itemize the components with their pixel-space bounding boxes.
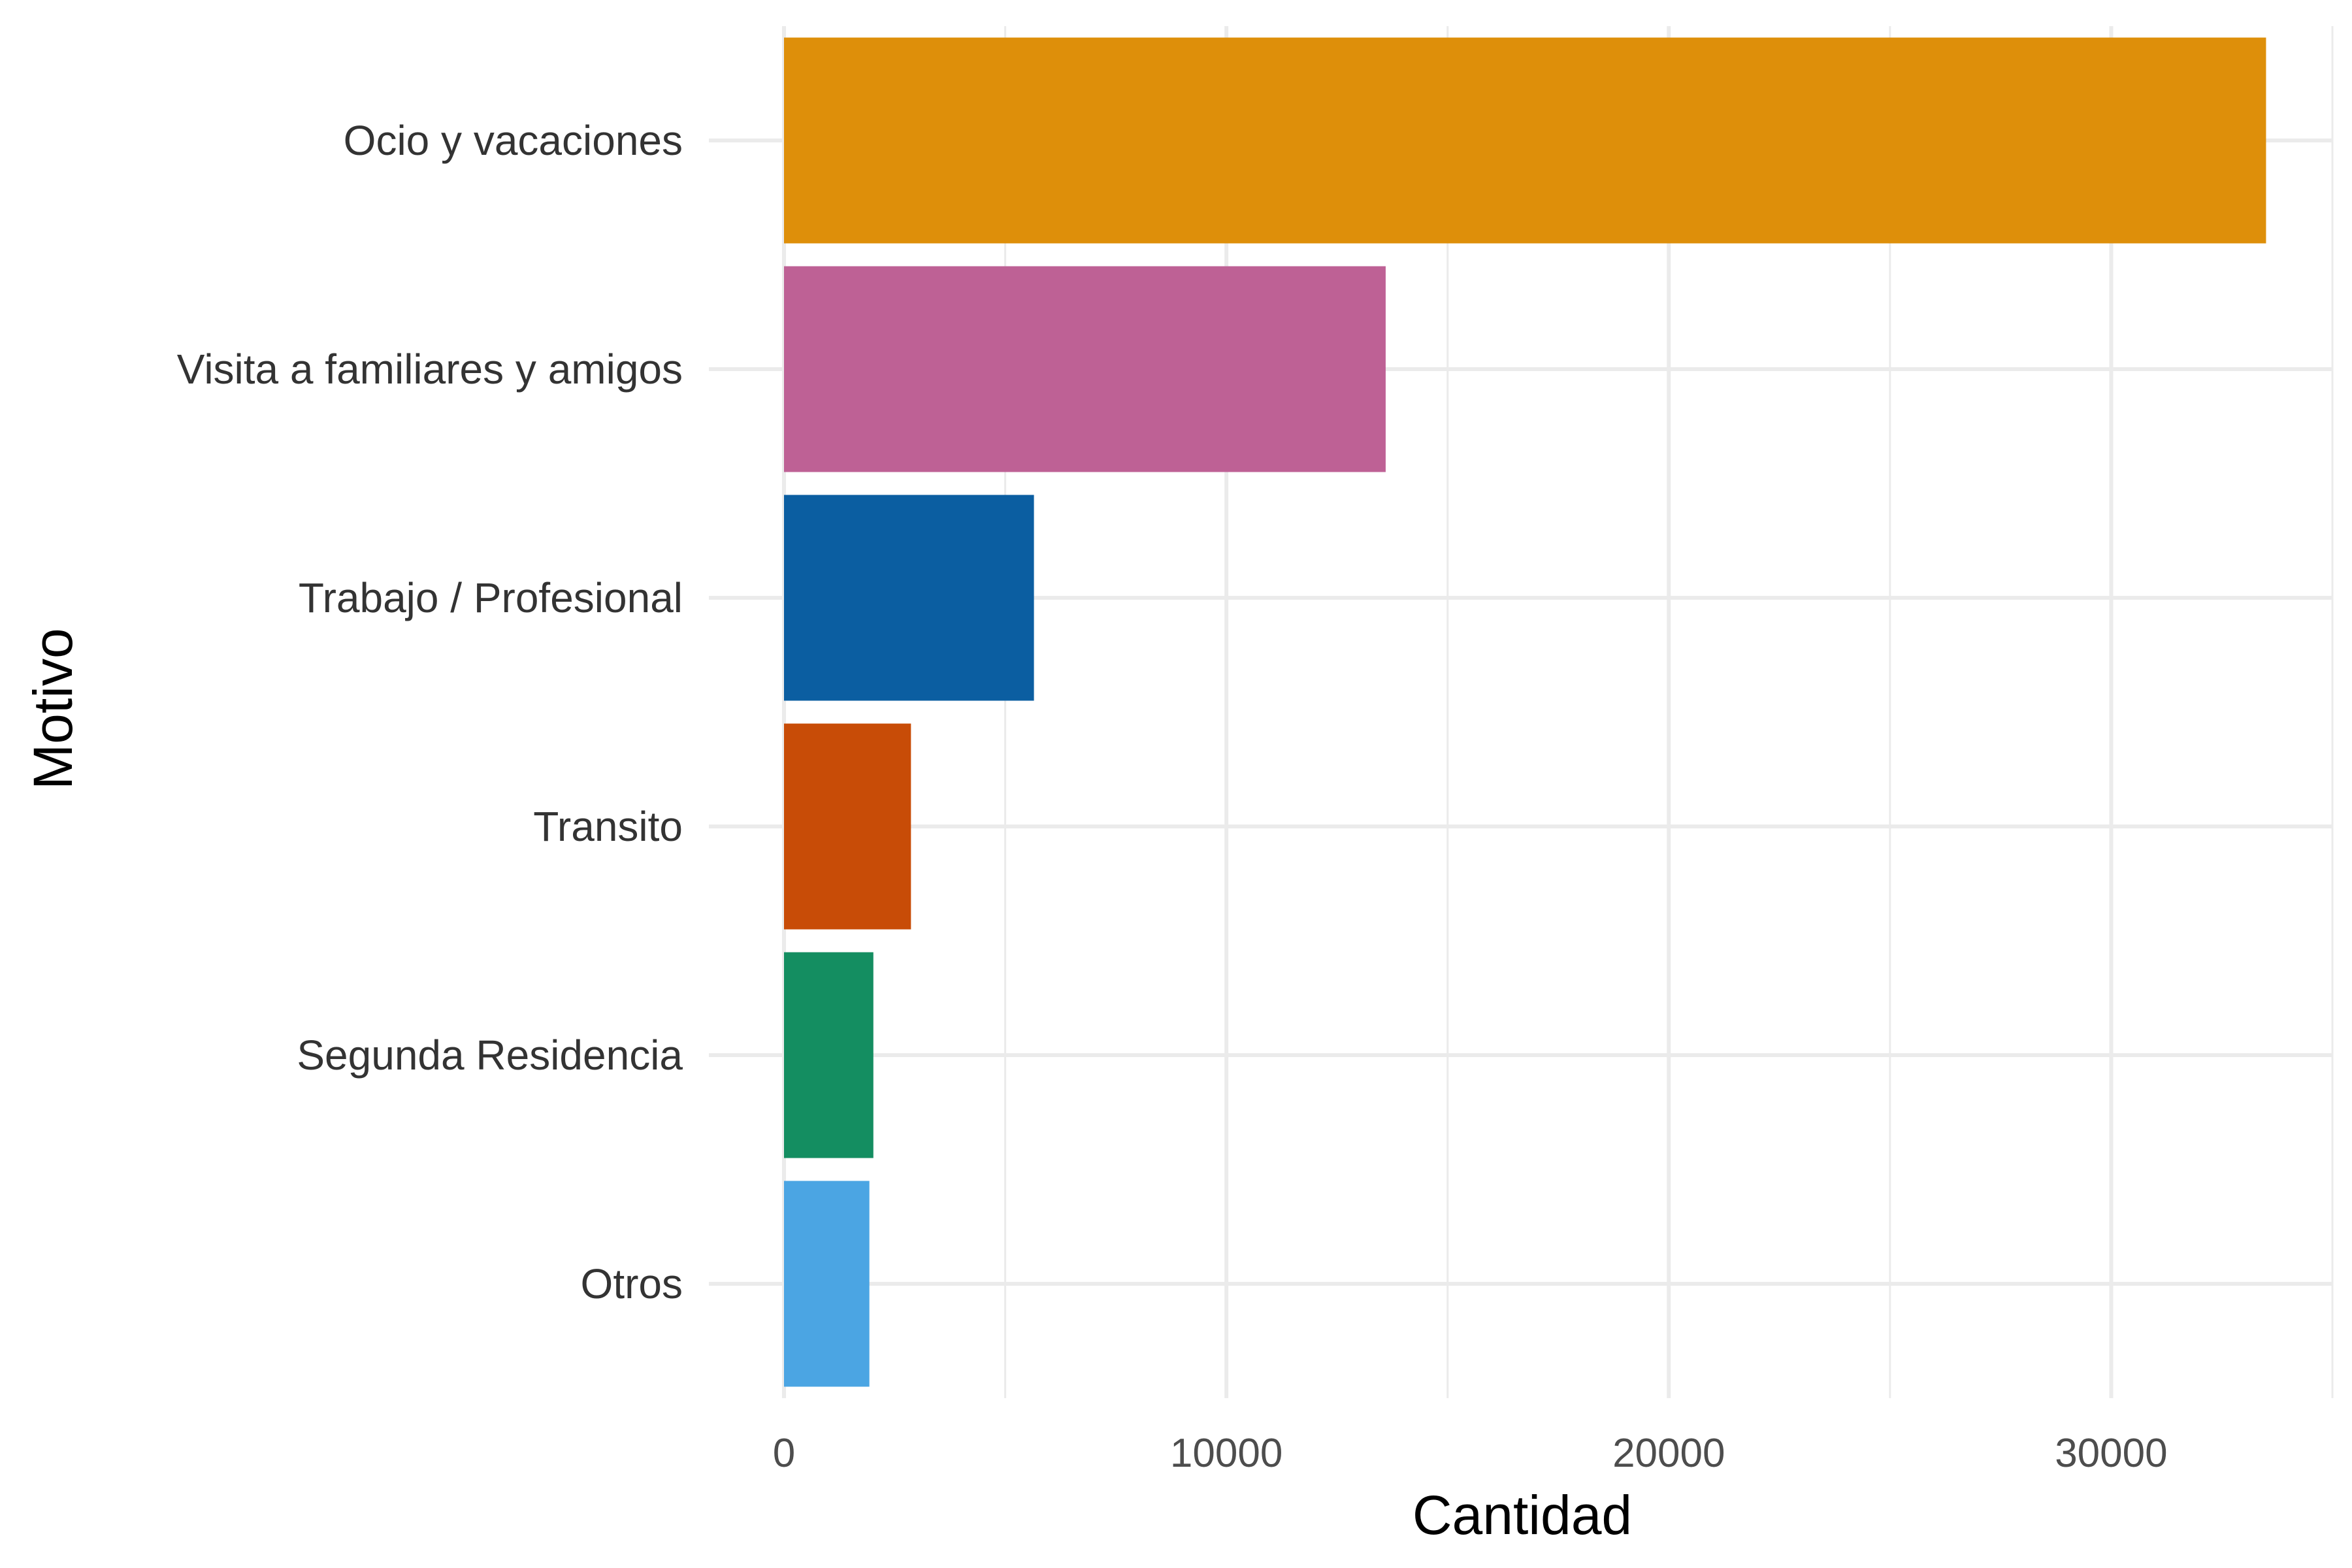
x-tick-labels: 0 10000 20000 30000 (773, 1431, 2168, 1476)
category-label: Otros (581, 1260, 683, 1307)
y-axis-title: Motivo (22, 628, 84, 789)
x-tick-label: 30000 (2055, 1431, 2167, 1476)
x-tick-label: 10000 (1170, 1431, 1282, 1476)
x-tick-label: 20000 (1612, 1431, 1725, 1476)
category-label: Trabajo / Profesional (299, 574, 683, 621)
bar-layer (784, 37, 2266, 1387)
category-labels: Ocio y vacaciones Visita a familiares y a… (177, 117, 683, 1307)
category-label: Transito (533, 803, 683, 850)
bar (784, 1181, 870, 1387)
category-label: Ocio y vacaciones (344, 117, 683, 164)
category-label: Visita a familiares y amigos (177, 346, 683, 393)
x-tick-label: 0 (773, 1431, 795, 1476)
bar (784, 37, 2266, 244)
bar (784, 723, 911, 930)
bar (784, 266, 1386, 472)
bar (784, 495, 1034, 701)
x-axis-title: Cantidad (1413, 1484, 1632, 1546)
category-label: Segunda Residencia (297, 1032, 683, 1079)
bar (784, 952, 874, 1158)
